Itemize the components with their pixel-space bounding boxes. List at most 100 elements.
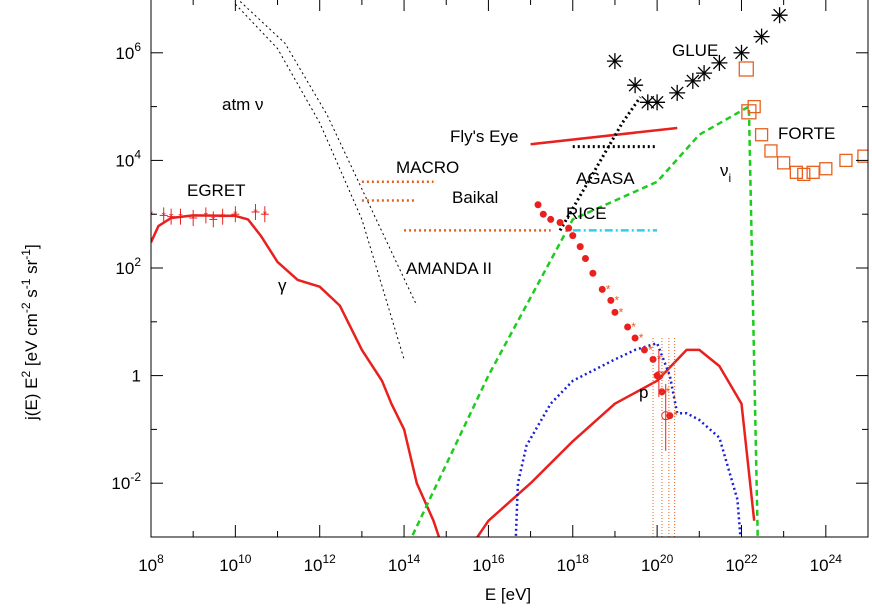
cr-data-star: * — [666, 385, 671, 399]
series-layer: ********************* — [149, 1, 868, 537]
x-tick-label: 1020 — [641, 552, 674, 575]
cr-data-point — [547, 215, 555, 223]
egret-point: * — [178, 212, 183, 224]
forte-point — [789, 165, 803, 179]
annotation-forte: FORTE — [778, 124, 835, 143]
series-line-3 — [235, 3, 405, 360]
cr-data-star: * — [631, 320, 636, 334]
egret-point: * — [221, 212, 226, 224]
annotation-rice: RICE — [566, 204, 607, 223]
egret-point: * — [169, 212, 174, 224]
forte-point — [819, 162, 833, 176]
glue-point — [627, 77, 644, 94]
forte-point — [747, 99, 761, 114]
glue-star-stroke — [686, 74, 700, 88]
y-tick-label: 102 — [115, 255, 141, 278]
glue-star-stroke — [641, 95, 655, 109]
cr-data-star: * — [648, 343, 653, 357]
glue-star-stroke — [670, 86, 684, 100]
x-tick-label: 1012 — [304, 552, 337, 575]
egret-point: * — [149, 209, 154, 221]
forte-point — [764, 144, 778, 158]
cr-data-point — [556, 219, 564, 227]
egret-point: * — [162, 210, 167, 222]
glue-star-stroke — [773, 8, 787, 22]
cr-data-point — [576, 243, 584, 251]
x-axis-title: E [eV] — [485, 585, 531, 604]
x-tick-label: 1010 — [219, 552, 252, 575]
egret-point: * — [263, 209, 268, 221]
plot-frame — [150, 0, 869, 538]
cr-data-point — [569, 232, 577, 240]
forte-point — [839, 153, 853, 168]
annotation-flyseye: Fly's Eye — [450, 127, 518, 146]
cr-data-point — [624, 323, 632, 331]
glue-point — [649, 94, 666, 111]
egret-point: * — [204, 210, 209, 222]
glue-star-stroke — [697, 66, 711, 80]
annotation-baikal: Baikal — [452, 188, 498, 207]
annotation-glue: GLUE — [672, 41, 718, 60]
glue-point — [711, 54, 728, 71]
cr-data-point — [611, 308, 619, 316]
agasa-rise-line — [558, 96, 642, 232]
forte-point — [857, 149, 868, 163]
glue-star-stroke — [712, 56, 726, 70]
y-tick-label: 10-2 — [111, 470, 141, 493]
cr-data-point — [581, 255, 589, 263]
glue-star-stroke — [735, 46, 748, 60]
glue-forte-point — [738, 61, 754, 77]
x-tick-label: 1022 — [725, 552, 758, 575]
annotation-nu-i: νi — [720, 161, 731, 185]
glue-point — [733, 44, 750, 61]
annotation-agasa: AGASA — [576, 169, 635, 188]
forte-point — [754, 128, 769, 142]
glue-star-stroke — [755, 30, 769, 44]
egret-point: * — [191, 213, 196, 225]
axis-tick-labels: 108 1010 1012 1014 1016 1018 1020 1022 1024 10-2 1… — [111, 40, 842, 575]
x-tick-label: 1014 — [388, 552, 421, 575]
glue-star-stroke — [628, 78, 642, 92]
x-tick-label: 1018 — [557, 552, 590, 575]
annotation-gamma: γ — [278, 276, 287, 295]
y-tick-label: 1 — [132, 367, 141, 386]
y-axis-title: j(E) E2 [eV cm-2 s-1 sr-1] — [19, 244, 41, 421]
x-tick-label: 1016 — [472, 552, 505, 575]
cr-data-star: * — [619, 305, 624, 319]
forte-point — [806, 165, 820, 179]
cr-data-point — [539, 210, 547, 218]
cr-data-point — [631, 334, 639, 342]
glue-point — [669, 84, 686, 101]
cr-data-point — [640, 346, 648, 354]
series-line-0 — [151, 214, 756, 537]
annotation-proton: p — [639, 383, 648, 402]
cr-data-point — [589, 269, 597, 277]
x-tick-label: 1024 — [810, 552, 843, 575]
glue-point — [606, 53, 623, 70]
series-line-4 — [239, 1, 418, 306]
y-tick-label: 106 — [115, 40, 141, 63]
glue-star-stroke — [608, 54, 622, 68]
annotation-macro: MACRO — [396, 158, 459, 177]
egret-point: * — [253, 207, 258, 219]
x-tick-label: 108 — [138, 552, 164, 575]
cr-data-point — [658, 388, 666, 396]
cr-data-star: * — [639, 331, 644, 345]
cr-data-point — [607, 296, 615, 304]
forte-point — [797, 167, 811, 182]
cr-data-point-open — [654, 371, 664, 381]
annotation-egret: EGRET — [187, 181, 246, 200]
egret-point: * — [233, 209, 238, 221]
cr-data-star: * — [606, 282, 611, 296]
glue-point — [684, 72, 701, 89]
forte-point — [741, 104, 757, 120]
forte-point — [776, 156, 791, 170]
glue-point — [753, 28, 770, 45]
glue-point — [696, 65, 713, 82]
cr-data-point — [565, 224, 573, 232]
cr-data-star: * — [615, 293, 620, 307]
annotation-atm-nu: atm ν — [222, 95, 264, 114]
annotation-amanda: AMANDA II — [406, 259, 492, 278]
cr-data-star: * — [673, 409, 678, 423]
